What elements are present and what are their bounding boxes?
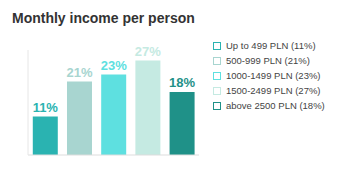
html-text:Monthly income per person: Monthly income per person	[12, 10, 195, 26]
html-text:500-999 PLN (21%): 500-999 PLN (21%)	[226, 55, 310, 66]
html-text:above 2500 PLN (18%): above 2500 PLN (18%)	[226, 100, 325, 111]
html-text:1500-2499 PLN (27%): 1500-2499 PLN (27%)	[226, 85, 321, 96]
html-text:Up to 499 PLN (11%): Up to 499 PLN (11%)	[226, 40, 316, 51]
svg-text:11%: 11%	[33, 100, 59, 115]
svg-text:23%: 23%	[101, 58, 127, 73]
html-text:1000-1499 PLN (23%): 1000-1499 PLN (23%)	[226, 70, 321, 81]
svg-text:27%: 27%	[135, 44, 161, 59]
svg-text:18%: 18%	[169, 75, 195, 90]
svg-text:21%: 21%	[66, 65, 92, 80]
